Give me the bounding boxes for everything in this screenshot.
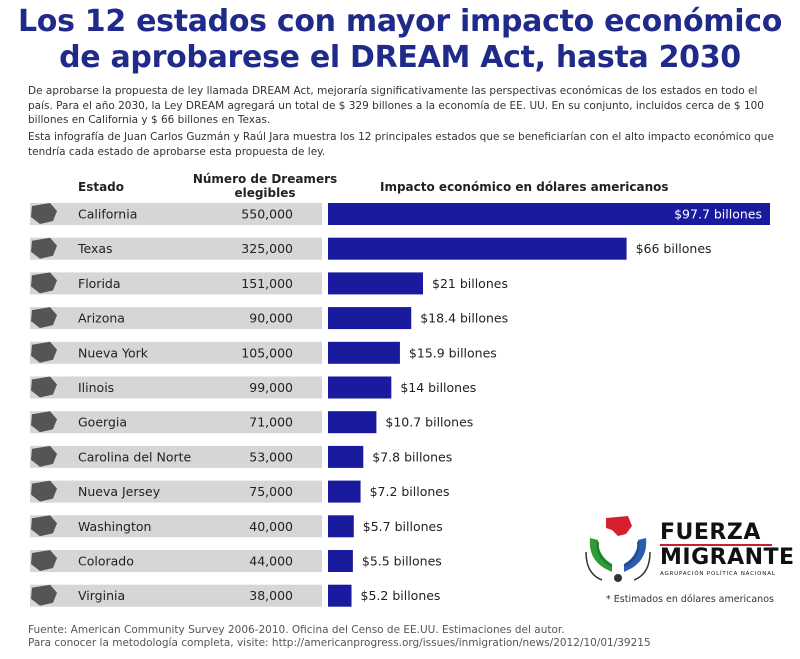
state-carolina-del-norte-icon: [31, 445, 57, 467]
row-bg-arizona: [30, 307, 322, 330]
state-goergia-icon: [31, 411, 57, 433]
header-impacto: Impacto económico en dólares americanos: [380, 180, 669, 194]
row-bg-washington: [30, 515, 322, 538]
state-ilinois-icon: [31, 376, 57, 398]
dreamers-value-carolina-del-norte: 53,000: [249, 449, 293, 464]
state-label-virginia: Virginia: [78, 588, 125, 603]
row-bg-nueva-jersey: [30, 480, 322, 503]
value-label-ilinois: $14 billones: [400, 380, 476, 395]
dreamers-value-california: 550,000: [241, 207, 293, 222]
state-label-colorado: Colorado: [78, 554, 134, 569]
dreamers-value-goergia: 71,000: [249, 415, 293, 430]
dreamers-value-washington: 40,000: [249, 519, 293, 534]
dreamers-value-virginia: 38,000: [249, 588, 293, 603]
header-estado: Estado: [78, 180, 125, 194]
value-label-nueva-jersey: $7.2 billones: [370, 484, 450, 499]
state-nueva-jersey-icon: [31, 480, 57, 502]
intro-paragraph-2: Esta infografía de Juan Carlos Guzmán y …: [28, 131, 774, 158]
bar-carolina-del-norte: [328, 445, 364, 468]
state-arizona-icon: [31, 307, 57, 329]
source-note: Fuente: American Community Survey 2006-2…: [28, 624, 651, 650]
state-label-texas: Texas: [77, 241, 113, 256]
state-label-carolina-del-norte: Carolina del Norte: [78, 449, 192, 464]
value-label-carolina-del-norte: $7.8 billones: [372, 449, 452, 464]
bar-nueva-york: [328, 341, 400, 364]
state-washington-icon: [31, 515, 57, 537]
value-label-texas: $66 billones: [636, 241, 712, 256]
state-nueva-york-icon: [31, 341, 57, 363]
row-bg-carolina-del-norte: [30, 445, 322, 468]
logo-text-line-2: MIGRANTE: [660, 545, 795, 570]
dreamers-value-texas: 325,000: [241, 241, 293, 256]
bar-florida: [328, 272, 424, 295]
row-bg-virginia: [30, 584, 322, 607]
fuerza-migrante-logo: FUERZA MIGRANTE AGRUPACIÓN POLÍTICA NACI…: [582, 512, 794, 584]
state-label-california: California: [78, 207, 137, 222]
row-bg-ilinois: [30, 376, 322, 399]
state-florida-icon: [31, 272, 57, 294]
intro-paragraph-1: De aprobarse la propuesta de ley llamada…: [28, 85, 764, 126]
row-bg-goergia: [30, 411, 322, 434]
value-label-arizona: $18.4 billones: [420, 311, 508, 326]
value-label-colorado: $5.5 billones: [362, 554, 442, 569]
bar-arizona: [328, 307, 412, 330]
row-bg-florida: [30, 272, 322, 295]
value-label-nueva-york: $15.9 billones: [409, 345, 497, 360]
bar-nueva-jersey: [328, 480, 361, 503]
source-line-2: Para conocer la metodología completa, vi…: [28, 637, 651, 649]
bar-goergia: [328, 411, 377, 434]
row-bg-colorado: [30, 550, 322, 572]
bar-virginia: [328, 584, 352, 607]
row-bg-nueva-york: [30, 341, 322, 364]
bar-texas: [328, 237, 627, 260]
dreamers-value-ilinois: 99,000: [249, 380, 293, 395]
title-line-1: Los 12 estados con mayor impacto económi…: [17, 4, 783, 39]
state-label-washington: Washington: [78, 519, 151, 534]
bar-washington: [328, 515, 354, 538]
value-label-goergia: $10.7 billones: [385, 415, 473, 430]
footnote: * Estimados en dólares americanos: [606, 594, 774, 605]
state-virginia-icon: [31, 584, 57, 606]
value-label-florida: $21 billones: [432, 276, 508, 291]
page-title: Los 12 estados con mayor impacto económi…: [0, 4, 800, 76]
logo-divider: [660, 544, 772, 546]
state-label-nueva-york: Nueva York: [78, 345, 149, 360]
logo-text-line-1: FUERZA: [660, 520, 761, 545]
header-dreamers: Número de Dreamers elegibles: [192, 172, 338, 200]
state-label-nueva-jersey: Nueva Jersey: [78, 484, 161, 499]
logo-hands-icon: [585, 516, 651, 582]
state-label-florida: Florida: [78, 276, 121, 291]
value-label-washington: $5.7 billones: [363, 519, 443, 534]
dreamers-value-colorado: 44,000: [249, 554, 293, 569]
state-colorado-icon: [31, 550, 57, 571]
value-label-virginia: $5.2 billones: [361, 588, 441, 603]
value-label-california: $97.7 billones: [674, 207, 762, 222]
state-label-arizona: Arizona: [78, 311, 125, 326]
state-label-goergia: Goergia: [78, 415, 127, 430]
state-texas-icon: [31, 237, 57, 259]
logo-text-line-3: AGRUPACIÓN POLÍTICA NACIONAL: [660, 571, 776, 577]
row-bg-california: [30, 203, 322, 225]
dreamers-value-arizona: 90,000: [249, 311, 293, 326]
source-line-1: Fuente: American Community Survey 2006-2…: [28, 624, 565, 636]
dreamers-value-nueva-jersey: 75,000: [249, 484, 293, 499]
dreamers-value-florida: 151,000: [241, 276, 293, 291]
state-label-ilinois: Ilinois: [78, 380, 114, 395]
dreamers-value-nueva-york: 105,000: [241, 345, 293, 360]
title-line-2: de aprobarese el DREAM Act, hasta 2030: [59, 40, 741, 75]
bar-ilinois: [328, 376, 392, 399]
row-bg-texas: [30, 237, 322, 260]
bar-california: [328, 203, 770, 225]
bar-colorado: [328, 550, 353, 572]
state-california-icon: [31, 203, 57, 224]
